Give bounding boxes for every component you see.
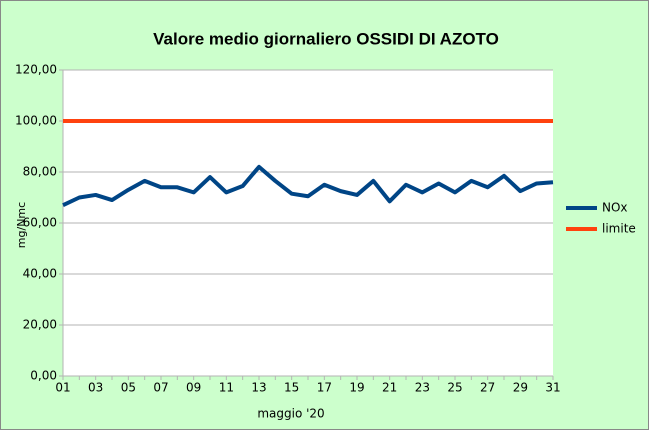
- x-tick-label: 07: [153, 381, 168, 395]
- x-tick-label: 13: [251, 381, 266, 395]
- x-axis-label: maggio '20: [257, 407, 324, 421]
- x-tick-label: 19: [349, 381, 364, 395]
- y-axis-label: mg/Nmc: [15, 202, 28, 248]
- x-tick-label: 17: [317, 381, 332, 395]
- x-tick-label: 03: [88, 381, 103, 395]
- x-tick-label: 01: [55, 381, 70, 395]
- x-tick-label: 29: [513, 381, 528, 395]
- x-tick-label: 05: [121, 381, 136, 395]
- y-tick-label: 20,00: [23, 318, 57, 332]
- y-tick-label: 40,00: [23, 267, 57, 281]
- y-tick-label: 0,00: [30, 369, 57, 383]
- x-tick-label: 15: [284, 381, 299, 395]
- x-tick-label: 25: [447, 381, 462, 395]
- y-tick-label: 60,00: [23, 216, 57, 230]
- y-tick-label: 120,00: [15, 63, 57, 77]
- x-tick-label: 11: [219, 381, 234, 395]
- x-tick-label: 21: [382, 381, 397, 395]
- y-tick-label: 100,00: [15, 114, 57, 128]
- chart-title: Valore medio giornaliero OSSIDI DI AZOTO: [153, 29, 499, 48]
- x-tick-label: 31: [545, 381, 560, 395]
- legend-label: limite: [602, 222, 636, 236]
- x-tick-label: 09: [186, 381, 201, 395]
- x-tick-label: 23: [415, 381, 430, 395]
- series-line: [62, 164, 554, 207]
- x-tick-label: 27: [480, 381, 495, 395]
- legend-label: NOx: [602, 201, 628, 215]
- y-tick-label: 80,00: [23, 165, 57, 179]
